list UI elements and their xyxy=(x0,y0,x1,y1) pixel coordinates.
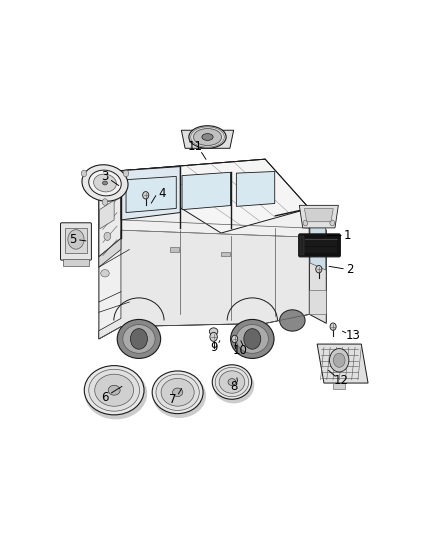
Polygon shape xyxy=(299,205,339,228)
Ellipse shape xyxy=(230,319,274,358)
Circle shape xyxy=(131,329,148,349)
Ellipse shape xyxy=(219,371,245,393)
Ellipse shape xyxy=(279,310,305,331)
Ellipse shape xyxy=(94,174,117,192)
Ellipse shape xyxy=(194,128,222,146)
Polygon shape xyxy=(99,230,309,339)
Ellipse shape xyxy=(152,373,206,418)
FancyBboxPatch shape xyxy=(60,223,92,260)
Polygon shape xyxy=(99,159,309,339)
Bar xyxy=(65,228,87,253)
Ellipse shape xyxy=(89,369,140,411)
Bar xyxy=(309,290,326,314)
Circle shape xyxy=(123,170,129,177)
Ellipse shape xyxy=(189,126,226,148)
Ellipse shape xyxy=(84,366,144,415)
Polygon shape xyxy=(317,344,368,383)
Polygon shape xyxy=(182,172,230,209)
Text: 11: 11 xyxy=(188,140,203,154)
Text: 7: 7 xyxy=(169,393,177,406)
Polygon shape xyxy=(309,208,326,324)
Ellipse shape xyxy=(123,325,155,353)
Circle shape xyxy=(330,220,335,226)
Ellipse shape xyxy=(213,367,254,403)
Circle shape xyxy=(81,170,87,177)
FancyBboxPatch shape xyxy=(299,234,340,257)
Text: 6: 6 xyxy=(101,391,109,403)
Bar xyxy=(333,383,345,389)
Polygon shape xyxy=(310,213,325,270)
Text: 1: 1 xyxy=(343,229,351,242)
Polygon shape xyxy=(99,200,114,229)
Text: 5: 5 xyxy=(69,233,76,246)
Polygon shape xyxy=(99,238,121,267)
Polygon shape xyxy=(237,172,275,206)
Bar xyxy=(170,247,179,252)
Ellipse shape xyxy=(209,328,218,335)
Ellipse shape xyxy=(173,388,183,397)
Text: 2: 2 xyxy=(346,263,353,276)
Text: 12: 12 xyxy=(334,374,349,387)
Ellipse shape xyxy=(89,170,121,196)
Text: 8: 8 xyxy=(230,381,238,393)
Ellipse shape xyxy=(82,165,128,201)
Polygon shape xyxy=(304,208,333,222)
Circle shape xyxy=(68,230,84,249)
Ellipse shape xyxy=(156,374,199,410)
Ellipse shape xyxy=(95,374,134,406)
Circle shape xyxy=(244,329,261,349)
Ellipse shape xyxy=(108,385,120,395)
Ellipse shape xyxy=(215,367,249,397)
Polygon shape xyxy=(99,171,121,257)
Circle shape xyxy=(316,265,322,273)
Polygon shape xyxy=(126,176,176,213)
Circle shape xyxy=(104,232,111,240)
Polygon shape xyxy=(181,130,233,148)
Polygon shape xyxy=(121,166,180,220)
Circle shape xyxy=(102,199,108,205)
Circle shape xyxy=(232,335,238,343)
Text: 4: 4 xyxy=(158,187,166,200)
Ellipse shape xyxy=(161,378,194,406)
Text: 9: 9 xyxy=(210,341,217,353)
Bar xyxy=(221,252,230,256)
Circle shape xyxy=(210,333,217,342)
Ellipse shape xyxy=(101,270,109,277)
Text: 13: 13 xyxy=(345,329,360,342)
Ellipse shape xyxy=(212,365,251,399)
Ellipse shape xyxy=(117,319,161,358)
Circle shape xyxy=(143,191,149,199)
Polygon shape xyxy=(121,159,309,233)
Ellipse shape xyxy=(152,371,203,414)
Ellipse shape xyxy=(228,378,236,385)
Ellipse shape xyxy=(85,368,147,419)
Text: 10: 10 xyxy=(232,344,247,357)
Circle shape xyxy=(333,353,345,367)
Bar xyxy=(300,236,304,255)
Circle shape xyxy=(330,323,336,330)
Ellipse shape xyxy=(202,134,213,140)
Ellipse shape xyxy=(236,325,268,353)
Ellipse shape xyxy=(102,181,107,185)
Bar xyxy=(63,259,88,266)
Circle shape xyxy=(303,220,308,226)
Text: 3: 3 xyxy=(101,170,109,183)
Circle shape xyxy=(329,349,349,372)
